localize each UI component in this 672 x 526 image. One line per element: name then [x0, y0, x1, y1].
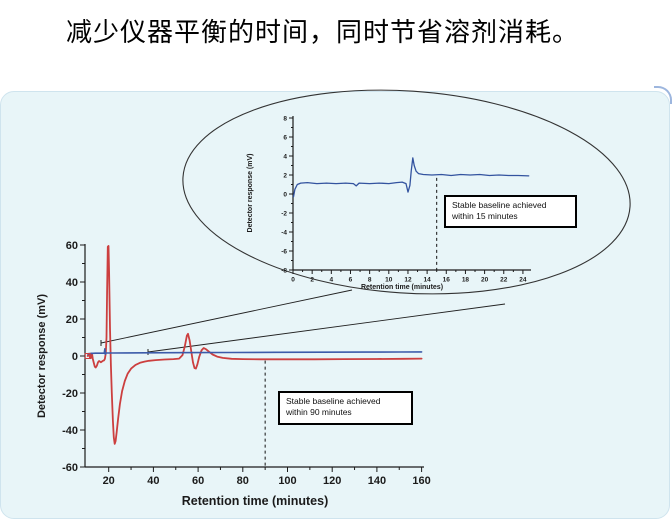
y-tick-label: 4 — [283, 153, 287, 160]
y-tick-label: -60 — [62, 462, 78, 474]
figure-panel — [0, 91, 670, 519]
y-tick-label: 0 — [72, 351, 78, 363]
x-tick-label: 60 — [192, 475, 204, 487]
y-tick-label: 8 — [283, 115, 287, 122]
inset-callout-box: Stable baseline achieved within 15 minut… — [444, 195, 577, 228]
main-y-axis-label: Detector response (mV) — [36, 294, 48, 418]
leader-line-upper — [100, 289, 353, 344]
red-trace — [86, 244, 423, 445]
y-tick-label: 2 — [283, 172, 287, 179]
y-tick-label: -8 — [281, 267, 287, 274]
x-tick-label: 4 — [330, 277, 334, 284]
y-tick-label: 40 — [66, 277, 78, 289]
x-tick-label: 120 — [323, 475, 341, 487]
trace-start-marker — [84, 353, 91, 359]
leader-line-lower — [147, 303, 506, 353]
x-tick-label: 6 — [349, 277, 353, 284]
main-callout-line1: Stable baseline achieved — [286, 396, 381, 406]
x-tick-label: 100 — [278, 475, 296, 487]
x-tick-label: 8 — [368, 277, 372, 284]
main-callout-line2: within 90 minutes — [286, 407, 352, 418]
x-tick-label: 140 — [368, 475, 386, 487]
inset-blue-trace — [292, 157, 530, 198]
y-tick-label: -4 — [281, 229, 287, 236]
y-tick-label: -20 — [62, 388, 78, 400]
y-tick-label: 6 — [283, 134, 287, 141]
x-tick-label: 24 — [519, 277, 527, 284]
x-tick-label: 80 — [237, 475, 249, 487]
y-tick-label: -6 — [281, 248, 287, 255]
x-tick-label: 0 — [291, 277, 295, 284]
magnifier-ellipse — [182, 89, 631, 295]
inset-y-axis-label: Detector response (mV) — [247, 154, 254, 233]
x-tick-label: 18 — [462, 277, 470, 284]
x-tick-label: 20 — [481, 277, 489, 284]
x-tick-label: 40 — [147, 475, 159, 487]
x-tick-label: 2 — [310, 277, 314, 284]
x-tick-label: 16 — [443, 277, 451, 284]
x-tick-label: 10 — [385, 277, 393, 284]
x-tick-label: 14 — [424, 277, 432, 284]
y-tick-label: 60 — [66, 240, 78, 252]
inset-callout-line2: within 15 minutes — [452, 211, 518, 222]
slide-title: 减少仪器平衡的时间，同时节省溶剂消耗。 — [66, 18, 580, 47]
x-tick-label: 160 — [412, 475, 430, 487]
inset-x-axis-label: Retention time (minutes) — [361, 284, 443, 291]
x-tick-label: 20 — [103, 475, 115, 487]
main-callout-box: Stable baseline achieved within 90 minut… — [278, 391, 413, 425]
inset-callout-line1: Stable baseline achieved — [452, 200, 547, 210]
y-tick-label: -2 — [281, 210, 287, 217]
y-tick-label: 20 — [66, 314, 78, 326]
y-tick-label: 0 — [283, 191, 287, 198]
x-tick-label: 22 — [500, 277, 508, 284]
x-tick-label: 12 — [404, 277, 412, 284]
y-tick-label: -40 — [62, 425, 78, 437]
main-x-axis-label: Retention time (minutes) — [182, 494, 329, 508]
blue-trace — [86, 347, 423, 356]
panel-corner-accent — [654, 86, 672, 104]
